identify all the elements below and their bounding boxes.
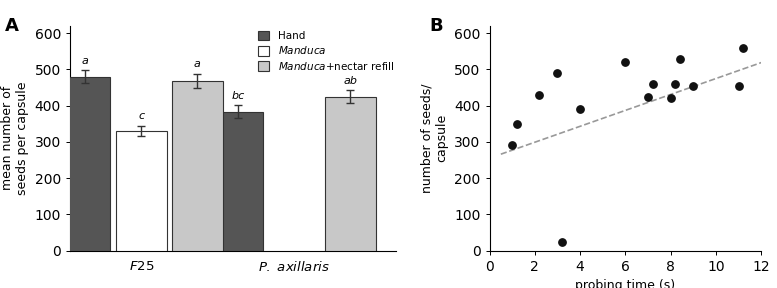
- Point: [733, 84, 745, 88]
- Legend: Hand, $\it{Manduca}$, $\it{Manduca}$+nectar refill: Hand, $\it{Manduca}$, $\it{Manduca}$+nec…: [258, 31, 394, 72]
- Bar: [172, 81, 223, 251]
- Point: [510, 122, 523, 126]
- Text: A: A: [5, 17, 19, 35]
- Bar: [213, 112, 263, 251]
- Point: [646, 82, 659, 86]
- Point: [574, 107, 587, 111]
- Point: [737, 45, 750, 50]
- Point: [533, 92, 545, 97]
- Text: bc: bc: [232, 91, 245, 101]
- Point: [619, 60, 632, 65]
- Point: [674, 56, 686, 61]
- Y-axis label: number of seeds/
capsule: number of seeds/ capsule: [420, 84, 448, 193]
- Bar: [325, 96, 375, 251]
- Y-axis label: mean number of
seeds per capsule: mean number of seeds per capsule: [1, 82, 29, 195]
- Text: a: a: [194, 59, 200, 69]
- Text: c: c: [138, 111, 145, 121]
- Text: a: a: [82, 56, 89, 66]
- Point: [642, 94, 654, 99]
- Text: ab: ab: [343, 76, 357, 86]
- Point: [664, 96, 677, 101]
- Point: [506, 143, 518, 148]
- Point: [551, 71, 563, 75]
- X-axis label: probing time (s): probing time (s): [576, 279, 675, 288]
- Point: [669, 82, 681, 86]
- Bar: [116, 131, 166, 251]
- Bar: [60, 77, 110, 251]
- Point: [687, 84, 699, 88]
- Point: [556, 239, 568, 244]
- Text: B: B: [430, 17, 444, 35]
